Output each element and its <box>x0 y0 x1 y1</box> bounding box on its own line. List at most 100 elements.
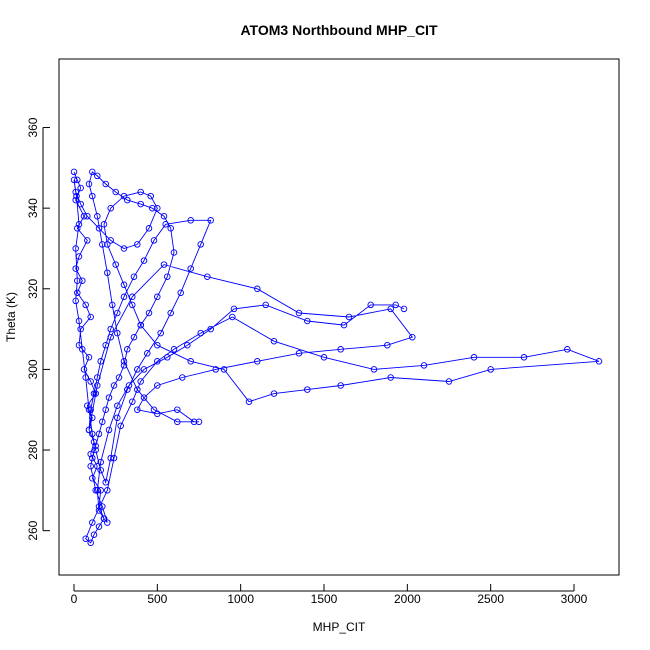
data-point <box>99 241 106 248</box>
data-point <box>74 176 81 184</box>
data-point <box>167 225 174 232</box>
data-point <box>89 414 96 422</box>
data-point <box>150 237 158 244</box>
data-point <box>445 378 453 385</box>
data-point <box>129 301 136 309</box>
data-point <box>85 426 93 434</box>
data-point <box>94 212 101 220</box>
data-point <box>400 305 408 313</box>
data-point <box>95 430 103 438</box>
data-point <box>420 362 428 369</box>
data-point <box>87 539 94 547</box>
data-point <box>75 221 83 228</box>
data-point <box>179 374 186 381</box>
data-point <box>370 366 378 373</box>
data-point <box>320 354 328 361</box>
data-point <box>270 337 278 345</box>
data-point <box>304 386 311 393</box>
data-point <box>144 350 151 357</box>
x-tick-label: 1500 <box>311 592 338 606</box>
data-point <box>102 479 109 486</box>
data-point <box>262 301 269 309</box>
data-point <box>124 196 131 204</box>
data-point <box>197 329 204 337</box>
data-point <box>97 466 104 474</box>
data-point <box>110 382 118 389</box>
data-point <box>84 402 91 409</box>
data-point <box>190 418 198 426</box>
plot-frame <box>58 58 620 576</box>
data-point <box>124 386 131 393</box>
data-point <box>154 382 161 389</box>
data-point <box>134 406 141 413</box>
data-point <box>85 406 93 413</box>
data-point <box>89 475 96 482</box>
data-point <box>97 458 104 466</box>
data-point <box>107 204 114 212</box>
data-point <box>85 354 93 361</box>
data-point <box>85 180 93 188</box>
data-point <box>187 265 194 272</box>
data-point <box>72 265 79 272</box>
data-point <box>130 273 138 280</box>
x-tick-label: 500 <box>147 592 167 606</box>
data-point <box>92 390 99 397</box>
data-point <box>145 225 153 232</box>
data-point <box>154 358 161 365</box>
data-point <box>89 430 96 438</box>
data-point <box>345 313 353 321</box>
data-point <box>77 184 84 192</box>
data-point <box>92 446 99 454</box>
x-tick-label: 2500 <box>477 592 504 606</box>
data-point <box>82 374 89 381</box>
data-point <box>104 269 111 276</box>
data-point <box>134 366 141 373</box>
data-point <box>94 374 101 381</box>
data-point <box>162 221 169 228</box>
data-point <box>74 289 81 297</box>
data-point <box>87 313 94 321</box>
data-point <box>124 346 131 353</box>
data-point <box>89 454 96 462</box>
data-point <box>77 325 84 333</box>
data-point <box>140 394 148 401</box>
data-point <box>270 390 278 397</box>
data-point <box>134 386 141 393</box>
data-point <box>97 487 104 494</box>
data-point <box>295 309 303 317</box>
data-point <box>72 297 79 305</box>
data-point <box>392 301 399 309</box>
data-point <box>207 217 214 224</box>
data-point <box>92 442 99 450</box>
data-point <box>157 329 164 337</box>
data-point <box>487 366 494 373</box>
data-point <box>164 354 171 361</box>
data-point <box>150 406 158 413</box>
data-point <box>95 523 103 530</box>
y-tick-label: 360 <box>26 117 40 137</box>
data-point <box>107 333 114 341</box>
data-point <box>74 225 81 232</box>
data-point <box>77 200 84 208</box>
data-point <box>73 192 80 200</box>
data-point <box>245 398 253 405</box>
data-point <box>114 402 121 409</box>
data-point <box>154 341 161 349</box>
data-point <box>75 253 83 260</box>
data-point <box>140 257 148 264</box>
x-axis: 0 500 1000 1500 2000 2500 3000 <box>71 584 588 606</box>
data-point <box>102 406 109 413</box>
data-point <box>100 221 108 228</box>
data-point <box>120 358 128 365</box>
data-point <box>154 204 161 212</box>
data-point <box>387 374 394 381</box>
data-point <box>94 487 101 494</box>
data-point <box>72 245 79 252</box>
data-point <box>104 519 111 526</box>
data-point <box>220 366 228 373</box>
data-point <box>340 321 348 329</box>
data-point <box>304 317 311 325</box>
data-point <box>212 366 219 373</box>
data-point <box>99 418 106 426</box>
data-point <box>90 531 98 538</box>
